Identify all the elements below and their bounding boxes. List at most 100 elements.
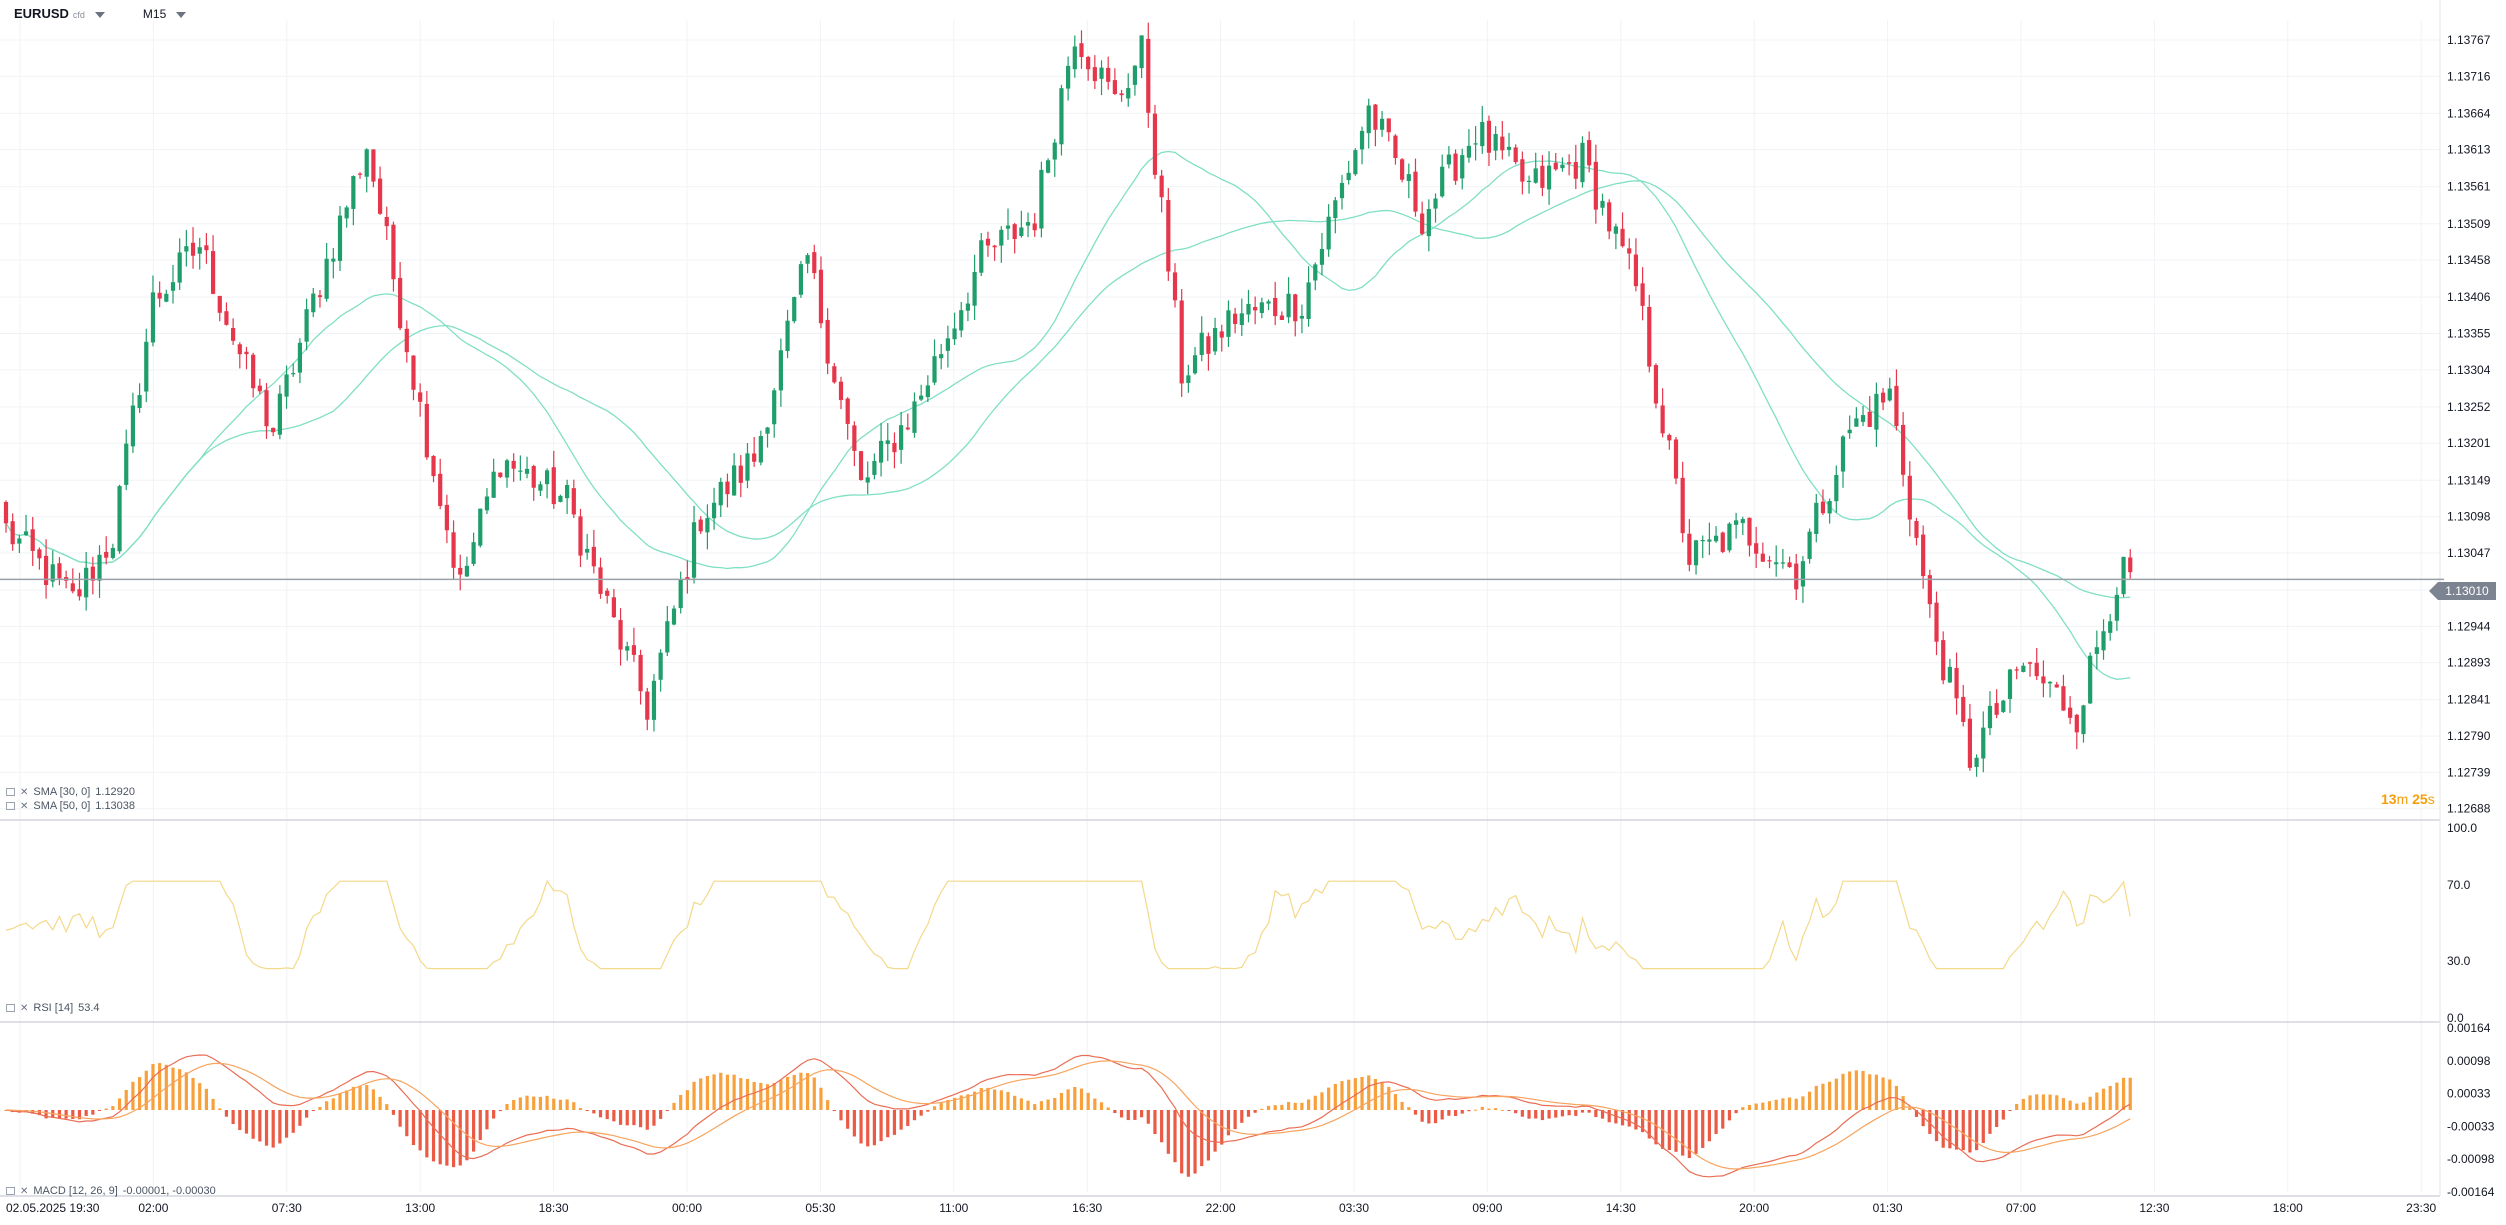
settings-icon[interactable]: [6, 802, 15, 810]
candle: [551, 450, 556, 509]
rsi-axis[interactable]: 100.0 70.0 30.0 0.0: [2447, 821, 2477, 1025]
candle-body: [377, 178, 383, 214]
macd-histogram-bar: [2121, 1077, 2126, 1110]
candle: [157, 281, 162, 308]
macd-histogram-bar: [1620, 1110, 1625, 1126]
candle-body: [1680, 477, 1685, 534]
macd-histogram-bar: [785, 1076, 790, 1110]
candle: [1273, 281, 1278, 326]
candle-body: [344, 207, 349, 219]
candle-body: [1506, 146, 1512, 150]
candle-body: [792, 297, 797, 322]
macd-histogram-bar: [585, 1110, 589, 1111]
candle: [1233, 307, 1238, 334]
candle-body: [571, 488, 576, 515]
candle-body: [1513, 147, 1518, 163]
close-icon[interactable]: ✕: [20, 786, 29, 798]
candle-body: [1152, 113, 1158, 175]
price-axis[interactable]: 1.13767 1.13716 1.13664 1.13613 1.13561 1.135…: [2447, 33, 2491, 816]
close-icon[interactable]: ✕: [20, 800, 29, 812]
legend-rsi[interactable]: ✕ RSI [14] 53.4: [6, 1002, 100, 1014]
candle: [571, 479, 576, 519]
legend-sma30[interactable]: ✕ SMA [30, 0] 1.12920: [6, 786, 135, 798]
macd-histogram-bar: [705, 1076, 709, 1110]
price-tick-label: 1.13406: [2447, 290, 2491, 304]
candle: [1974, 754, 1979, 777]
price-tick-label: 1.13201: [2447, 436, 2491, 450]
candle: [23, 514, 29, 537]
legend-macd[interactable]: ✕ MACD [12, 26, 9] -0.00001, -0.00030: [6, 1185, 216, 1197]
candle-body: [1440, 166, 1445, 197]
candle: [1433, 193, 1438, 223]
macd-histogram-bar: [1420, 1110, 1424, 1122]
macd-histogram-bar: [598, 1110, 603, 1118]
candle-body: [1673, 439, 1679, 479]
candle: [1887, 377, 1892, 402]
candle: [204, 233, 209, 264]
candle: [1794, 553, 1799, 601]
candle-body: [2047, 681, 2053, 684]
candle-body: [1366, 105, 1371, 134]
candle-body: [1894, 385, 1899, 427]
candle-body: [1533, 168, 1538, 183]
candle: [805, 253, 810, 274]
macd-line: [5, 1054, 2131, 1178]
candle-body: [832, 366, 837, 383]
macd-histogram-bar: [859, 1110, 863, 1144]
macd-histogram-bar: [659, 1110, 663, 1119]
macd-histogram-bar: [639, 1110, 643, 1128]
timeframe-selector[interactable]: M15: [143, 6, 187, 21]
macd-histogram-bar: [1393, 1094, 1398, 1110]
candle-body: [1306, 282, 1311, 319]
candle-body: [578, 516, 583, 556]
macd-histogram-bar: [1540, 1110, 1544, 1121]
macd-histogram-bar: [411, 1110, 416, 1146]
candle-body: [698, 519, 703, 532]
candle: [1052, 138, 1057, 177]
macd-histogram-bar: [458, 1110, 462, 1166]
candle-body: [1072, 46, 1077, 70]
symbol-selector[interactable]: EURUSD cfd: [14, 6, 105, 21]
macd-histogram-bar: [398, 1110, 402, 1127]
time-axis[interactable]: 02.05.2025 19:30 02:00 07:30 13:00 18:30 00:0…: [6, 1201, 2437, 1215]
chevron-down-icon: [94, 11, 105, 18]
close-icon[interactable]: ✕: [20, 1002, 29, 1014]
settings-icon[interactable]: [6, 788, 15, 796]
candle-body: [1052, 142, 1057, 160]
candle-body: [899, 425, 904, 450]
candle: [444, 494, 449, 544]
price-tick-label: 1.13149: [2447, 473, 2491, 487]
candle-body: [651, 680, 657, 720]
price-tick-label: 1.13767: [2447, 33, 2491, 47]
candle-body: [1707, 539, 1712, 542]
candle-body: [1473, 143, 1478, 145]
candle: [1460, 148, 1465, 190]
candle-body: [1219, 331, 1224, 338]
candle-body: [1386, 118, 1391, 133]
candle: [785, 309, 790, 359]
candle: [1567, 154, 1572, 176]
macd-axis[interactable]: 0.00164 0.00098 0.00033 -0.00033 -0.00098 -0.…: [2447, 1021, 2495, 1199]
candle-body: [1627, 248, 1632, 254]
candle-body: [23, 531, 29, 536]
macd-histogram-bar: [244, 1110, 249, 1134]
settings-icon[interactable]: [6, 1187, 15, 1195]
candle-body: [1867, 411, 1872, 427]
close-icon[interactable]: ✕: [20, 1185, 29, 1197]
candle: [792, 296, 797, 324]
macd-histogram-bar: [912, 1110, 917, 1121]
macd-histogram-bar: [1587, 1110, 1591, 1113]
candle-body: [1413, 171, 1418, 212]
macd-tick-label: -0.00098: [2447, 1152, 2495, 1166]
settings-icon[interactable]: [6, 1004, 15, 1012]
candle: [1840, 435, 1846, 488]
candle: [284, 365, 289, 409]
macd-histogram-bar: [284, 1110, 289, 1138]
countdown-seconds: 25: [2412, 791, 2428, 807]
time-tick-label: 02.05.2025 19:30: [6, 1201, 100, 1215]
legend-sma50[interactable]: ✕ SMA [50, 0] 1.13038: [6, 800, 135, 812]
candle: [665, 605, 670, 657]
rsi-tick-label: 70.0: [2447, 878, 2471, 892]
candle-body: [1620, 228, 1625, 247]
